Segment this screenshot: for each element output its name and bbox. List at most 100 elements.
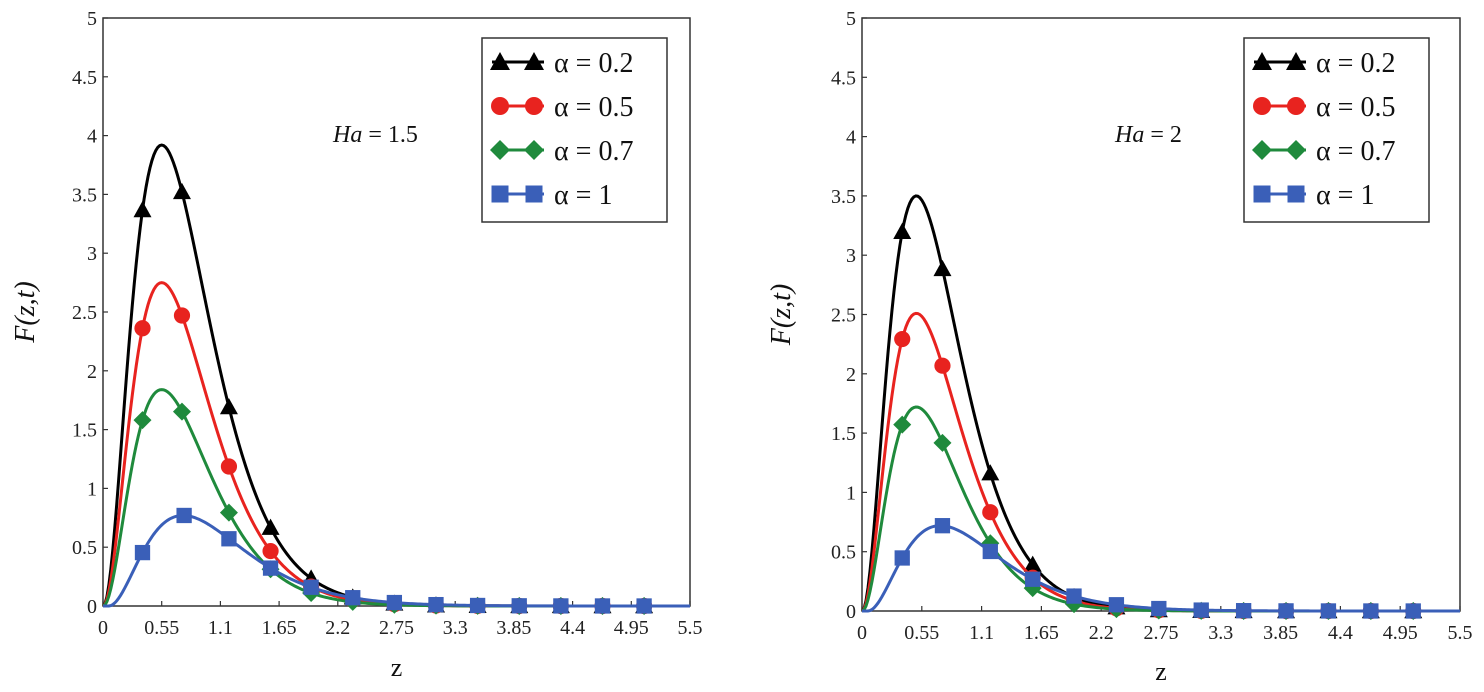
data-point bbox=[386, 594, 403, 611]
data-point bbox=[511, 598, 527, 614]
x-tick-label: 4.95 bbox=[614, 617, 649, 639]
legend-item: α = 1 bbox=[1253, 180, 1374, 211]
data-point bbox=[1320, 603, 1337, 619]
y-tick-label: 2.5 bbox=[72, 302, 97, 324]
legend: α = 0.2 α = 0.5 α = 0.7 α = 1 bbox=[481, 37, 668, 223]
y-tick-label: 4.5 bbox=[831, 67, 856, 89]
data-point bbox=[173, 307, 191, 324]
x-tick-label: 1.1 bbox=[969, 622, 994, 644]
series-triangle bbox=[860, 194, 1460, 619]
x-tick-label: 3.3 bbox=[1208, 622, 1233, 644]
x-tick-label: 2.2 bbox=[325, 617, 350, 639]
data-point bbox=[303, 579, 319, 595]
legend-item: α = 0.7 bbox=[490, 136, 633, 167]
y-axis-label: F(z,t) bbox=[10, 281, 41, 343]
legend-marker bbox=[1286, 52, 1306, 70]
panel-ha-1-5: 0 0.5 1 1.5 2 2.5 3 3.5 4 4.5 5 0 0.55 1.1 1.65 2.2 2.75… bbox=[10, 8, 703, 682]
y-axis-label: F(z,t) bbox=[766, 284, 797, 346]
data-point bbox=[893, 222, 912, 239]
series-line bbox=[103, 513, 690, 608]
y-tick-label: 0.5 bbox=[831, 542, 856, 564]
data-point bbox=[220, 458, 238, 475]
data-point bbox=[134, 544, 151, 561]
y-tick-label: 0 bbox=[846, 601, 856, 623]
legend-marker bbox=[1286, 140, 1306, 160]
data-point bbox=[172, 182, 191, 200]
y-tick-label: 0.5 bbox=[72, 537, 97, 559]
hartmann-annotation: Ha = 2 bbox=[1114, 122, 1182, 148]
x-tick-label: 0 bbox=[98, 617, 108, 639]
series-circle bbox=[102, 281, 690, 615]
data-point bbox=[219, 398, 238, 415]
y-tick-label: 3 bbox=[846, 245, 856, 267]
legend-marker bbox=[524, 140, 544, 160]
legend-marker bbox=[1287, 185, 1305, 203]
data-point bbox=[133, 411, 152, 430]
data-point bbox=[553, 598, 569, 614]
series-diamond bbox=[102, 388, 690, 615]
x-tick-label: 4.4 bbox=[560, 617, 585, 639]
x-tick-label: 3.85 bbox=[1263, 622, 1298, 644]
data-point bbox=[345, 590, 361, 606]
data-point bbox=[262, 560, 279, 576]
legend-marker bbox=[490, 52, 510, 70]
data-point bbox=[1023, 555, 1042, 572]
data-point bbox=[893, 415, 912, 434]
data-point bbox=[934, 357, 951, 374]
legend-marker bbox=[490, 140, 510, 160]
data-point bbox=[933, 433, 952, 452]
data-point bbox=[1235, 603, 1252, 619]
data-point bbox=[1193, 602, 1209, 618]
data-point bbox=[1108, 597, 1125, 613]
hartmann-annotation: Ha = 1.5 bbox=[332, 122, 418, 148]
x-tick-label: 1.65 bbox=[1024, 622, 1059, 644]
data-point bbox=[1151, 600, 1167, 617]
legend-marker bbox=[525, 97, 543, 115]
x-tick-label: 4.4 bbox=[1328, 622, 1353, 644]
series-square bbox=[103, 507, 690, 614]
data-point bbox=[1025, 571, 1041, 587]
series-line bbox=[102, 388, 690, 608]
legend-item: α = 0.2 bbox=[1252, 48, 1395, 79]
legend-label: α = 0.2 bbox=[1316, 48, 1395, 79]
data-point bbox=[133, 201, 152, 218]
legend: α = 0.2 α = 0.5 α = 0.7 α = 1 bbox=[1243, 37, 1430, 223]
x-axis-label: z bbox=[391, 653, 403, 682]
legend-label: α = 1 bbox=[1316, 180, 1374, 211]
data-point bbox=[1278, 603, 1294, 619]
x-tick-label: 3.85 bbox=[496, 617, 531, 639]
legend-label: α = 1 bbox=[554, 180, 612, 211]
data-point bbox=[982, 543, 998, 560]
data-point bbox=[219, 503, 238, 522]
y-tick-label: 3.5 bbox=[831, 186, 856, 208]
legend-item: α = 0.7 bbox=[1252, 136, 1395, 167]
x-axis-label: z bbox=[1155, 657, 1167, 686]
data-point bbox=[172, 402, 191, 421]
y-tick-label: 1 bbox=[87, 478, 97, 500]
y-tick-label: 1 bbox=[846, 482, 856, 504]
x-tick-label: 0.55 bbox=[904, 622, 939, 644]
y-tick-label: 5 bbox=[87, 8, 97, 30]
legend-item: α = 0.5 bbox=[1253, 92, 1395, 123]
legend-marker bbox=[524, 52, 544, 70]
x-tick-label: 4.95 bbox=[1383, 622, 1418, 644]
data-point bbox=[1405, 603, 1421, 619]
legend-label: α = 0.5 bbox=[554, 92, 633, 123]
legend-marker bbox=[1253, 97, 1271, 115]
data-point bbox=[261, 518, 280, 535]
data-point bbox=[933, 259, 952, 277]
data-point bbox=[982, 504, 999, 521]
data-point bbox=[262, 542, 279, 560]
x-tick-label: 2.2 bbox=[1089, 622, 1114, 644]
y-tick-label: 0 bbox=[87, 596, 97, 618]
legend-label: α = 0.2 bbox=[554, 48, 633, 79]
x-tick-label: 1.1 bbox=[208, 617, 233, 639]
panel-ha-2: 0 0.5 1 1.5 2 2.5 3 3.5 4 4.5 5 0 0.55 1.1 1.65 2.2 2.75… bbox=[766, 8, 1473, 686]
series-line bbox=[102, 281, 690, 608]
x-tick-label: 2.75 bbox=[379, 617, 414, 639]
legend-marker bbox=[1287, 97, 1305, 115]
y-tick-label: 2 bbox=[87, 361, 97, 383]
x-tick-label: 5.5 bbox=[1448, 622, 1473, 644]
data-point bbox=[636, 598, 652, 614]
